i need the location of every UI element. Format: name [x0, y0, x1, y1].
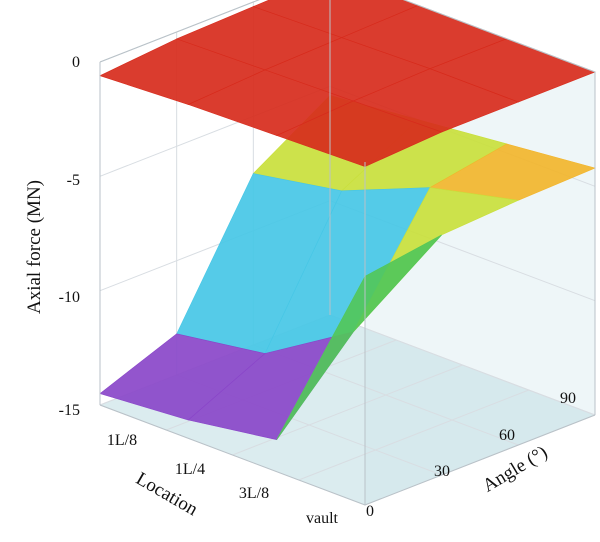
z-tick-label: -10 [59, 289, 80, 306]
y-tick-label: 60 [499, 427, 515, 444]
z-tick-label: -5 [67, 172, 80, 189]
y-tick-label: 30 [434, 463, 450, 480]
box-edge [99, 404, 596, 506]
z-axis-ticks: 0 -5 -10 -15 [59, 54, 80, 419]
x-axis-ticks: 1L/8 1L/4 3L/8 vault [107, 432, 339, 527]
surface-top [99, 0, 596, 167]
x-tick-label: 1L/8 [107, 432, 137, 449]
z-axis-title: Axial force (MN) [24, 180, 45, 314]
x-tick-label: vault [306, 510, 339, 527]
surface-cell [276, 234, 442, 440]
x-grid-line [232, 364, 463, 456]
y-tick-label: 90 [560, 390, 576, 407]
box-edge [99, 0, 596, 73]
y-tick-label: 0 [366, 503, 374, 520]
y-axis-ticks: 0 30 60 90 [366, 390, 576, 520]
z-tick-label: 0 [72, 54, 80, 71]
x-tick-label: 3L/8 [239, 485, 269, 502]
y-grid-line [329, 314, 596, 416]
x-tick-label: 1L/4 [175, 461, 205, 478]
surface-lower [99, 95, 596, 441]
box-edges [99, 0, 596, 506]
x-grid-line [298, 389, 529, 481]
surface-cell [275, 100, 443, 167]
z-tick-label: -15 [59, 402, 80, 419]
surfaces [99, 0, 596, 441]
